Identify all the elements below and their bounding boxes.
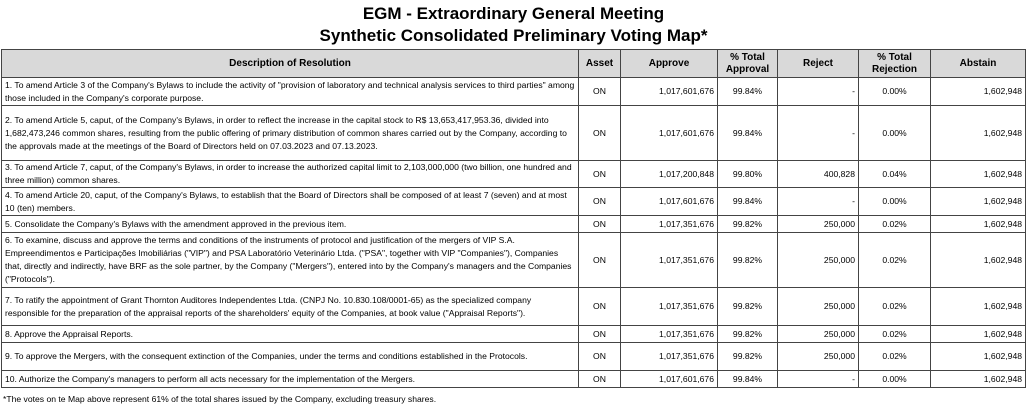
- table-cell: 1,017,351,676: [620, 232, 718, 288]
- table-cell: 1,602,948: [930, 215, 1026, 233]
- table-cell: 0.02%: [858, 325, 931, 343]
- table-cell: 99.84%: [717, 370, 778, 388]
- table-cell: 1,602,948: [930, 105, 1026, 161]
- column-header: % Total Rejection: [858, 49, 931, 78]
- table-cell: 0.02%: [858, 215, 931, 233]
- title: Synthetic Consolidated Preliminary Votin…: [319, 26, 708, 45]
- table-cell: 0.02%: [858, 232, 931, 288]
- table-cell: 6. To examine, discuss and approve the t…: [1, 232, 579, 288]
- column-header: Asset: [578, 49, 621, 78]
- table-cell: 99.84%: [717, 187, 778, 216]
- table-cell: 250,000: [777, 215, 859, 233]
- table-cell: 1,602,948: [930, 77, 1026, 106]
- table-cell: 1,602,948: [930, 232, 1026, 288]
- table-cell: 1,017,200,848: [620, 160, 718, 188]
- table-cell: ON: [578, 342, 621, 371]
- table-cell: 99.80%: [717, 160, 778, 188]
- table-row: 4. To amend Article 20, caput, of the Co…: [1, 187, 1026, 216]
- table-cell: ON: [578, 325, 621, 343]
- table-cell: -: [777, 77, 859, 106]
- table-cell: 1,602,948: [930, 342, 1026, 371]
- table-cell: ON: [578, 215, 621, 233]
- table-cell: 1. To amend Article 3 of the Company's B…: [1, 77, 579, 106]
- table-cell: 250,000: [777, 232, 859, 288]
- table-cell: 99.82%: [717, 325, 778, 343]
- column-header: Reject: [777, 49, 859, 78]
- table-cell: 1,017,351,676: [620, 287, 718, 326]
- table-cell: 9. To approve the Mergers, with the cons…: [1, 342, 579, 371]
- table-cell: 0.00%: [858, 187, 931, 216]
- table-cell: 1,017,601,676: [620, 370, 718, 388]
- table-row: 8. Approve the Appraisal Reports. ON 1,017…: [1, 325, 1026, 343]
- footnote: *The votes on te Map above represent 61%…: [3, 394, 437, 404]
- table-cell: 4. To amend Article 20, caput, of the Co…: [1, 187, 579, 216]
- table-cell: 1,017,601,676: [620, 77, 718, 106]
- title: EGM - Extraordinary General Meeting: [362, 4, 665, 23]
- table-row: 10. Authorize the Company's managers to …: [1, 370, 1026, 388]
- table-row: 7. To ratify the appointment of Grant Th…: [1, 287, 1026, 326]
- table-cell: 0.00%: [858, 370, 931, 388]
- table-cell: 0.00%: [858, 77, 931, 106]
- table-cell: -: [777, 370, 859, 388]
- table-cell: ON: [578, 105, 621, 161]
- table-cell: 99.84%: [717, 77, 778, 106]
- column-header: Description of Resolution: [1, 49, 579, 78]
- table-cell: 99.82%: [717, 232, 778, 288]
- table-cell: 1,602,948: [930, 160, 1026, 188]
- table-cell: 250,000: [777, 342, 859, 371]
- table-cell: ON: [578, 232, 621, 288]
- table-row: 5. Consolidate the Company's Bylaws with…: [1, 215, 1026, 233]
- table-cell: 2. To amend Article 5, caput, of the Com…: [1, 105, 579, 161]
- table-cell: 1,017,351,676: [620, 325, 718, 343]
- column-header: Approve: [620, 49, 718, 78]
- table-row: 2. To amend Article 5, caput, of the Com…: [1, 105, 1026, 161]
- table-cell: 0.02%: [858, 287, 931, 326]
- table-cell: ON: [578, 160, 621, 188]
- table-row: 9. To approve the Mergers, with the cons…: [1, 342, 1026, 371]
- column-header: Abstain: [930, 49, 1026, 78]
- table-cell: -: [777, 187, 859, 216]
- table-cell: 250,000: [777, 287, 859, 326]
- table-cell: 99.82%: [717, 342, 778, 371]
- table-cell: ON: [578, 370, 621, 388]
- table-cell: 5. Consolidate the Company's Bylaws with…: [1, 215, 579, 233]
- table-cell: 1,602,948: [930, 287, 1026, 326]
- table-cell: 1,017,351,676: [620, 342, 718, 371]
- table-cell: 1,017,601,676: [620, 187, 718, 216]
- header-row: Description of Resolution Asset Approve% T…: [1, 49, 1026, 78]
- table-cell: ON: [578, 287, 621, 326]
- table-cell: ON: [578, 77, 621, 106]
- table-cell: 400,828: [777, 160, 859, 188]
- table-cell: 1,017,601,676: [620, 105, 718, 161]
- table-cell: 0.02%: [858, 342, 931, 371]
- table-cell: 0.00%: [858, 105, 931, 161]
- table-cell: 1,602,948: [930, 187, 1026, 216]
- table-cell: 1,602,948: [930, 325, 1026, 343]
- table-cell: 250,000: [777, 325, 859, 343]
- table-cell: 7. To ratify the appointment of Grant Th…: [1, 287, 579, 326]
- column-header: % Total Approval: [717, 49, 778, 78]
- table-row: 3. To amend Article 7, caput, of the Com…: [1, 160, 1026, 188]
- table-cell: 99.82%: [717, 215, 778, 233]
- table-cell: -: [777, 105, 859, 161]
- table-row: 1. To amend Article 3 of the Company's B…: [1, 77, 1026, 106]
- table-cell: 1,602,948: [930, 370, 1026, 388]
- table-cell: 8. Approve the Appraisal Reports.: [1, 325, 579, 343]
- table-cell: 99.82%: [717, 287, 778, 326]
- table-cell: 10. Authorize the Company's managers to …: [1, 370, 579, 388]
- table-row: 6. To examine, discuss and approve the t…: [1, 232, 1026, 288]
- table-cell: 0.04%: [858, 160, 931, 188]
- table-cell: 1,017,351,676: [620, 215, 718, 233]
- table-cell: ON: [578, 187, 621, 216]
- voting-table: Description of Resolution Asset Approve% T…: [1, 49, 1026, 388]
- table-cell: 3. To amend Article 7, caput, of the Com…: [1, 160, 579, 188]
- table-cell: 99.84%: [717, 105, 778, 161]
